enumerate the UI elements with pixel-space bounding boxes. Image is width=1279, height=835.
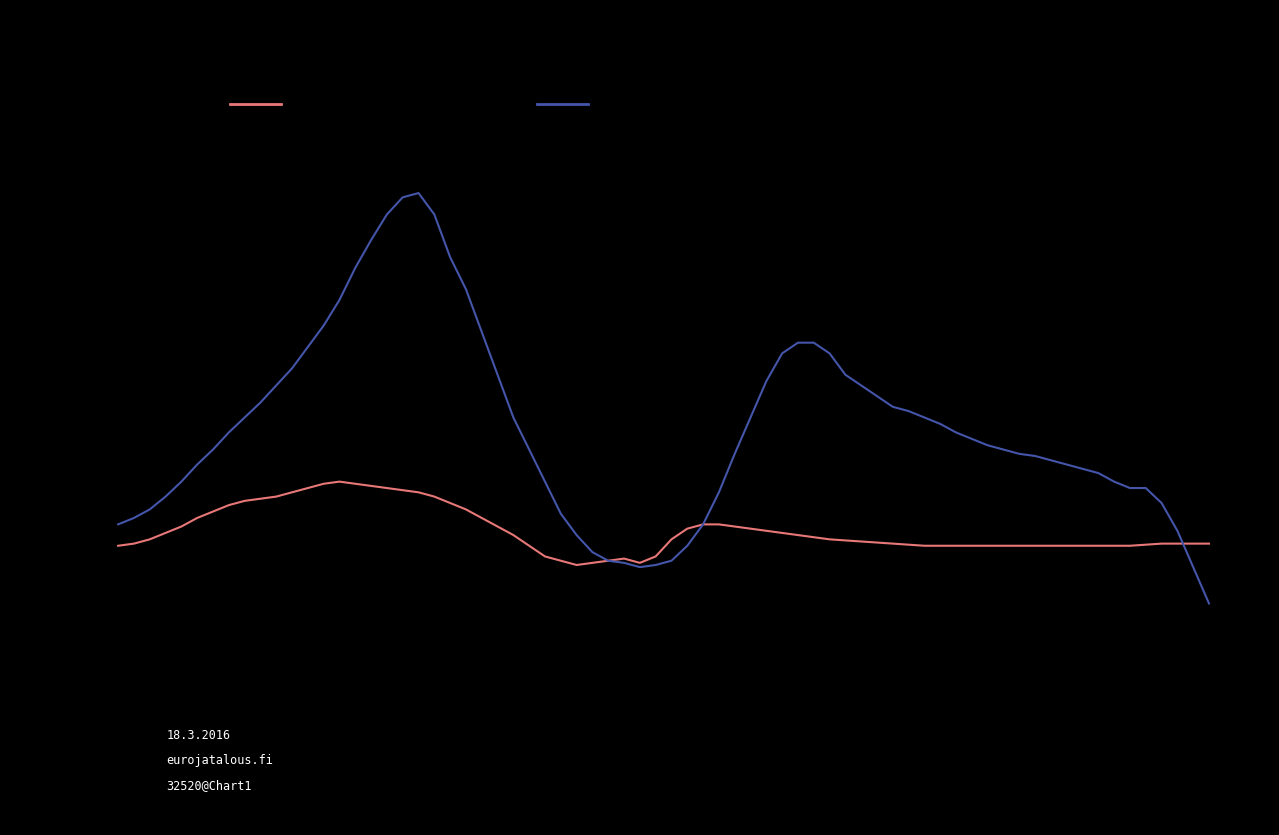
Text: 18.3.2016: 18.3.2016	[166, 729, 230, 742]
Text: 32520@Chart1: 32520@Chart1	[166, 779, 252, 792]
Text: eurojatalous.fi: eurojatalous.fi	[166, 754, 274, 767]
